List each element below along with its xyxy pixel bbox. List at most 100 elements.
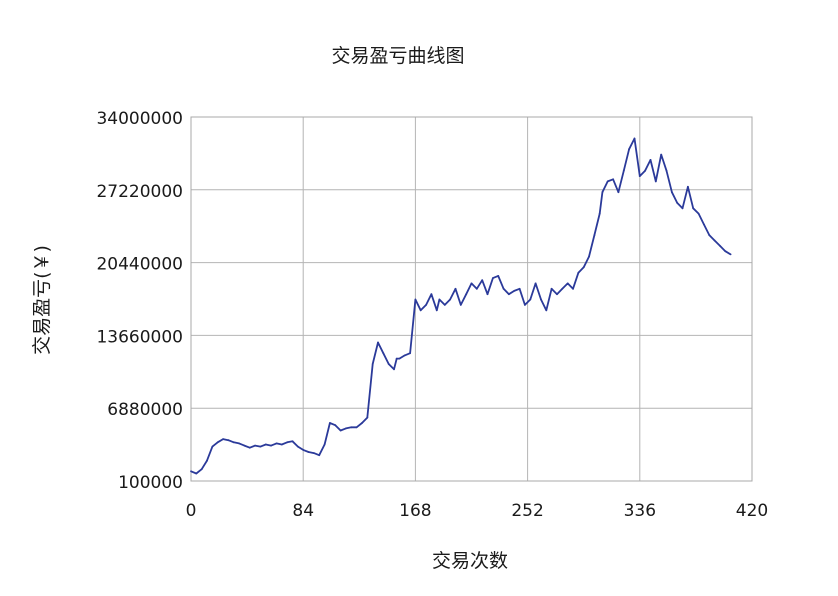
data-point — [270, 444, 272, 447]
data-point — [355, 426, 358, 429]
data-point — [513, 290, 516, 292]
data-point — [534, 282, 537, 285]
data-point — [724, 250, 727, 253]
data-point — [227, 439, 230, 442]
series-line-group — [190, 137, 732, 475]
y-tick-label: 20440000 — [96, 255, 183, 275]
plot-area-border — [190, 116, 753, 482]
data-point — [211, 445, 214, 448]
y-tick-label: 13660000 — [96, 327, 183, 347]
data-point — [593, 234, 596, 237]
y-axis-ticks: 100000 6880000 13660000 20440000 27220000 340… — [96, 109, 183, 493]
data-point — [200, 468, 203, 471]
data-point — [443, 304, 446, 306]
x-axis-label: 交易次数 — [432, 550, 508, 572]
data-point — [307, 451, 310, 453]
data-point — [409, 352, 411, 355]
data-point — [232, 441, 235, 444]
data-point — [633, 137, 636, 140]
data-point — [502, 287, 505, 290]
data-point — [435, 309, 438, 312]
data-point — [345, 427, 347, 430]
x-tick-label: 0 — [186, 501, 197, 521]
data-point — [371, 363, 374, 365]
data-point — [313, 452, 315, 454]
data-point — [264, 443, 267, 446]
data-point — [216, 441, 219, 444]
data-point — [248, 446, 251, 449]
data-point — [540, 298, 542, 301]
data-point — [243, 444, 246, 447]
x-axis-ticks: 0 84 168 252 336 420 — [186, 501, 769, 521]
data-point — [398, 357, 401, 360]
data-point — [638, 175, 641, 178]
y-tick-label: 100000 — [118, 473, 183, 493]
data-point — [449, 298, 451, 301]
data-point — [393, 368, 395, 371]
data-point — [206, 459, 208, 462]
data-point — [329, 422, 331, 424]
data-point — [280, 443, 283, 446]
data-point — [254, 444, 256, 447]
data-point — [275, 442, 278, 445]
x-tick-label: 420 — [736, 501, 768, 521]
data-point — [470, 282, 473, 285]
x-tick-label: 252 — [511, 501, 543, 521]
data-point — [654, 180, 657, 183]
data-point — [697, 212, 700, 215]
data-point — [430, 293, 433, 296]
data-point — [703, 223, 705, 226]
y-axis-label: 交易盈亏(￥) — [31, 245, 53, 355]
data-point — [492, 277, 494, 279]
data-point — [671, 191, 673, 194]
data-point — [403, 354, 406, 357]
data-point — [222, 438, 225, 440]
data-point — [561, 287, 564, 290]
data-point — [486, 293, 489, 296]
data-point — [382, 352, 385, 355]
data-point — [291, 440, 294, 443]
data-point — [475, 287, 478, 290]
data-point — [508, 293, 510, 296]
data-point — [465, 293, 468, 296]
data-point — [529, 298, 532, 301]
x-tick-label: 168 — [399, 501, 431, 521]
data-point — [577, 271, 580, 274]
data-point — [598, 212, 601, 215]
data-point — [318, 454, 321, 457]
data-point — [395, 357, 398, 360]
data-point — [350, 426, 353, 429]
data-point — [190, 470, 192, 473]
data-point — [497, 275, 500, 277]
data-point — [297, 445, 299, 448]
data-point — [681, 207, 684, 210]
data-point — [617, 191, 620, 194]
data-point — [676, 202, 679, 204]
data-point — [361, 422, 363, 424]
data-point — [687, 185, 689, 188]
data-point — [323, 443, 326, 446]
data-point — [518, 287, 521, 290]
data-point — [545, 309, 548, 312]
data-point — [286, 441, 289, 444]
y-tick-label: 34000000 — [96, 109, 183, 129]
grid — [190, 116, 753, 482]
data-point — [550, 287, 553, 290]
data-point — [414, 298, 417, 301]
y-tick-label: 6880000 — [107, 400, 183, 420]
data-point — [566, 282, 569, 285]
data-point — [588, 255, 590, 258]
data-point — [660, 153, 663, 156]
data-point — [719, 244, 721, 247]
data-point — [708, 234, 711, 237]
data-point — [334, 424, 337, 427]
y-tick-label: 27220000 — [96, 182, 183, 202]
data-point — [729, 253, 732, 256]
data-point — [238, 442, 241, 445]
data-point — [524, 304, 526, 306]
data-point — [366, 416, 369, 419]
chart-title: 交易盈亏曲线图 — [331, 45, 464, 67]
data-point — [259, 445, 262, 448]
data-point — [302, 449, 305, 451]
